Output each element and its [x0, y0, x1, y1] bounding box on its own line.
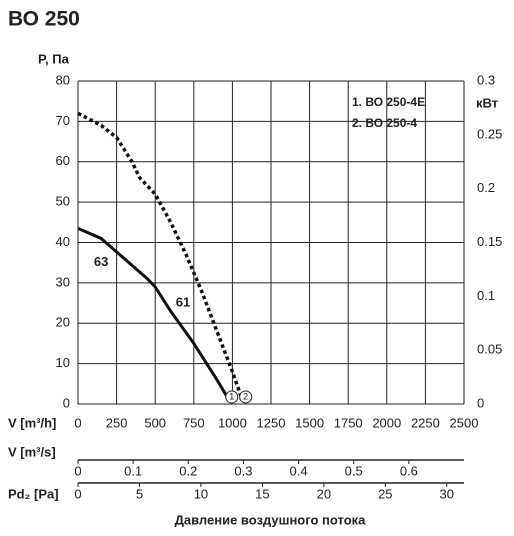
legend-entry: 1. ВО 250-4Е — [352, 95, 425, 109]
extra-tick-label: 25 — [378, 486, 392, 501]
end-marker — [239, 390, 253, 404]
extra-tick-label: 5 — [136, 486, 143, 501]
x-tick-label: 2500 — [450, 415, 479, 430]
y-tick-label: 10 — [56, 355, 70, 370]
annotation: 63 — [94, 254, 108, 269]
y-tick-label: 60 — [56, 153, 70, 168]
y-tick-label: 80 — [56, 72, 70, 87]
extra-tick-label: 0.2 — [179, 463, 197, 478]
extra-tick-label: 0 — [74, 486, 81, 501]
x-tick-label: 250 — [106, 415, 128, 430]
extra-tick-label: 30 — [440, 486, 454, 501]
y2-axis-label: кВт — [476, 95, 498, 110]
y-tick-label: 40 — [56, 234, 70, 249]
y2-tick-label: 0.3 — [477, 72, 495, 87]
extra-tick-label: 0 — [74, 463, 81, 478]
data-line — [77, 111, 244, 399]
y2-tick-label: 0.25 — [477, 126, 502, 141]
end-label: 2 — [243, 391, 248, 401]
x-tick-label: 1250 — [257, 415, 286, 430]
caption: Давление воздушного потока — [175, 512, 367, 527]
extra-tick-label: 0.5 — [345, 463, 363, 478]
x-tick-label: 1750 — [334, 415, 363, 430]
x-tick-label: 2000 — [372, 415, 401, 430]
extra-axis-label: Pd₂ [Pa] — [8, 486, 59, 501]
chart-title: ВО 250 — [8, 8, 80, 31]
extra-tick-label: 0.4 — [290, 463, 308, 478]
extra-tick-label: 0.1 — [124, 463, 142, 478]
extra-axis-label: V [m³/s] — [8, 444, 56, 459]
extra-tick-label: 20 — [317, 486, 331, 501]
data-line — [77, 226, 230, 399]
extra-tick-label: 0.6 — [400, 463, 418, 478]
y-tick-label: 50 — [56, 194, 70, 209]
extra-tick-label: 10 — [194, 486, 208, 501]
y2-tick-label: 0.05 — [477, 342, 502, 357]
y-tick-label: 70 — [56, 113, 70, 128]
y-axis-label: P, Па — [38, 51, 70, 66]
end-label: 1 — [229, 391, 234, 401]
x-axis-label: V [m³/h] — [8, 415, 56, 430]
x-tick-label: 2250 — [411, 415, 440, 430]
annotation: 61 — [176, 295, 190, 310]
y-tick-label: 0 — [63, 395, 70, 410]
y-tick-label: 20 — [56, 315, 70, 330]
y-tick-label: 30 — [56, 274, 70, 289]
x-tick-label: 1500 — [295, 415, 324, 430]
x-tick-label: 500 — [144, 415, 166, 430]
extra-tick-label: 0.3 — [234, 463, 252, 478]
y2-tick-label: 0 — [477, 395, 484, 410]
y2-tick-label: 0.2 — [477, 180, 495, 195]
x-tick-label: 750 — [183, 415, 205, 430]
x-tick-label: 0 — [74, 415, 81, 430]
end-marker — [225, 390, 239, 404]
legend-entry: 2. ВО 250-4 — [352, 116, 417, 130]
extra-tick-label: 15 — [255, 486, 269, 501]
x-tick-label: 1000 — [218, 415, 247, 430]
y2-tick-label: 0.15 — [477, 234, 502, 249]
y2-tick-label: 0.1 — [477, 288, 495, 303]
